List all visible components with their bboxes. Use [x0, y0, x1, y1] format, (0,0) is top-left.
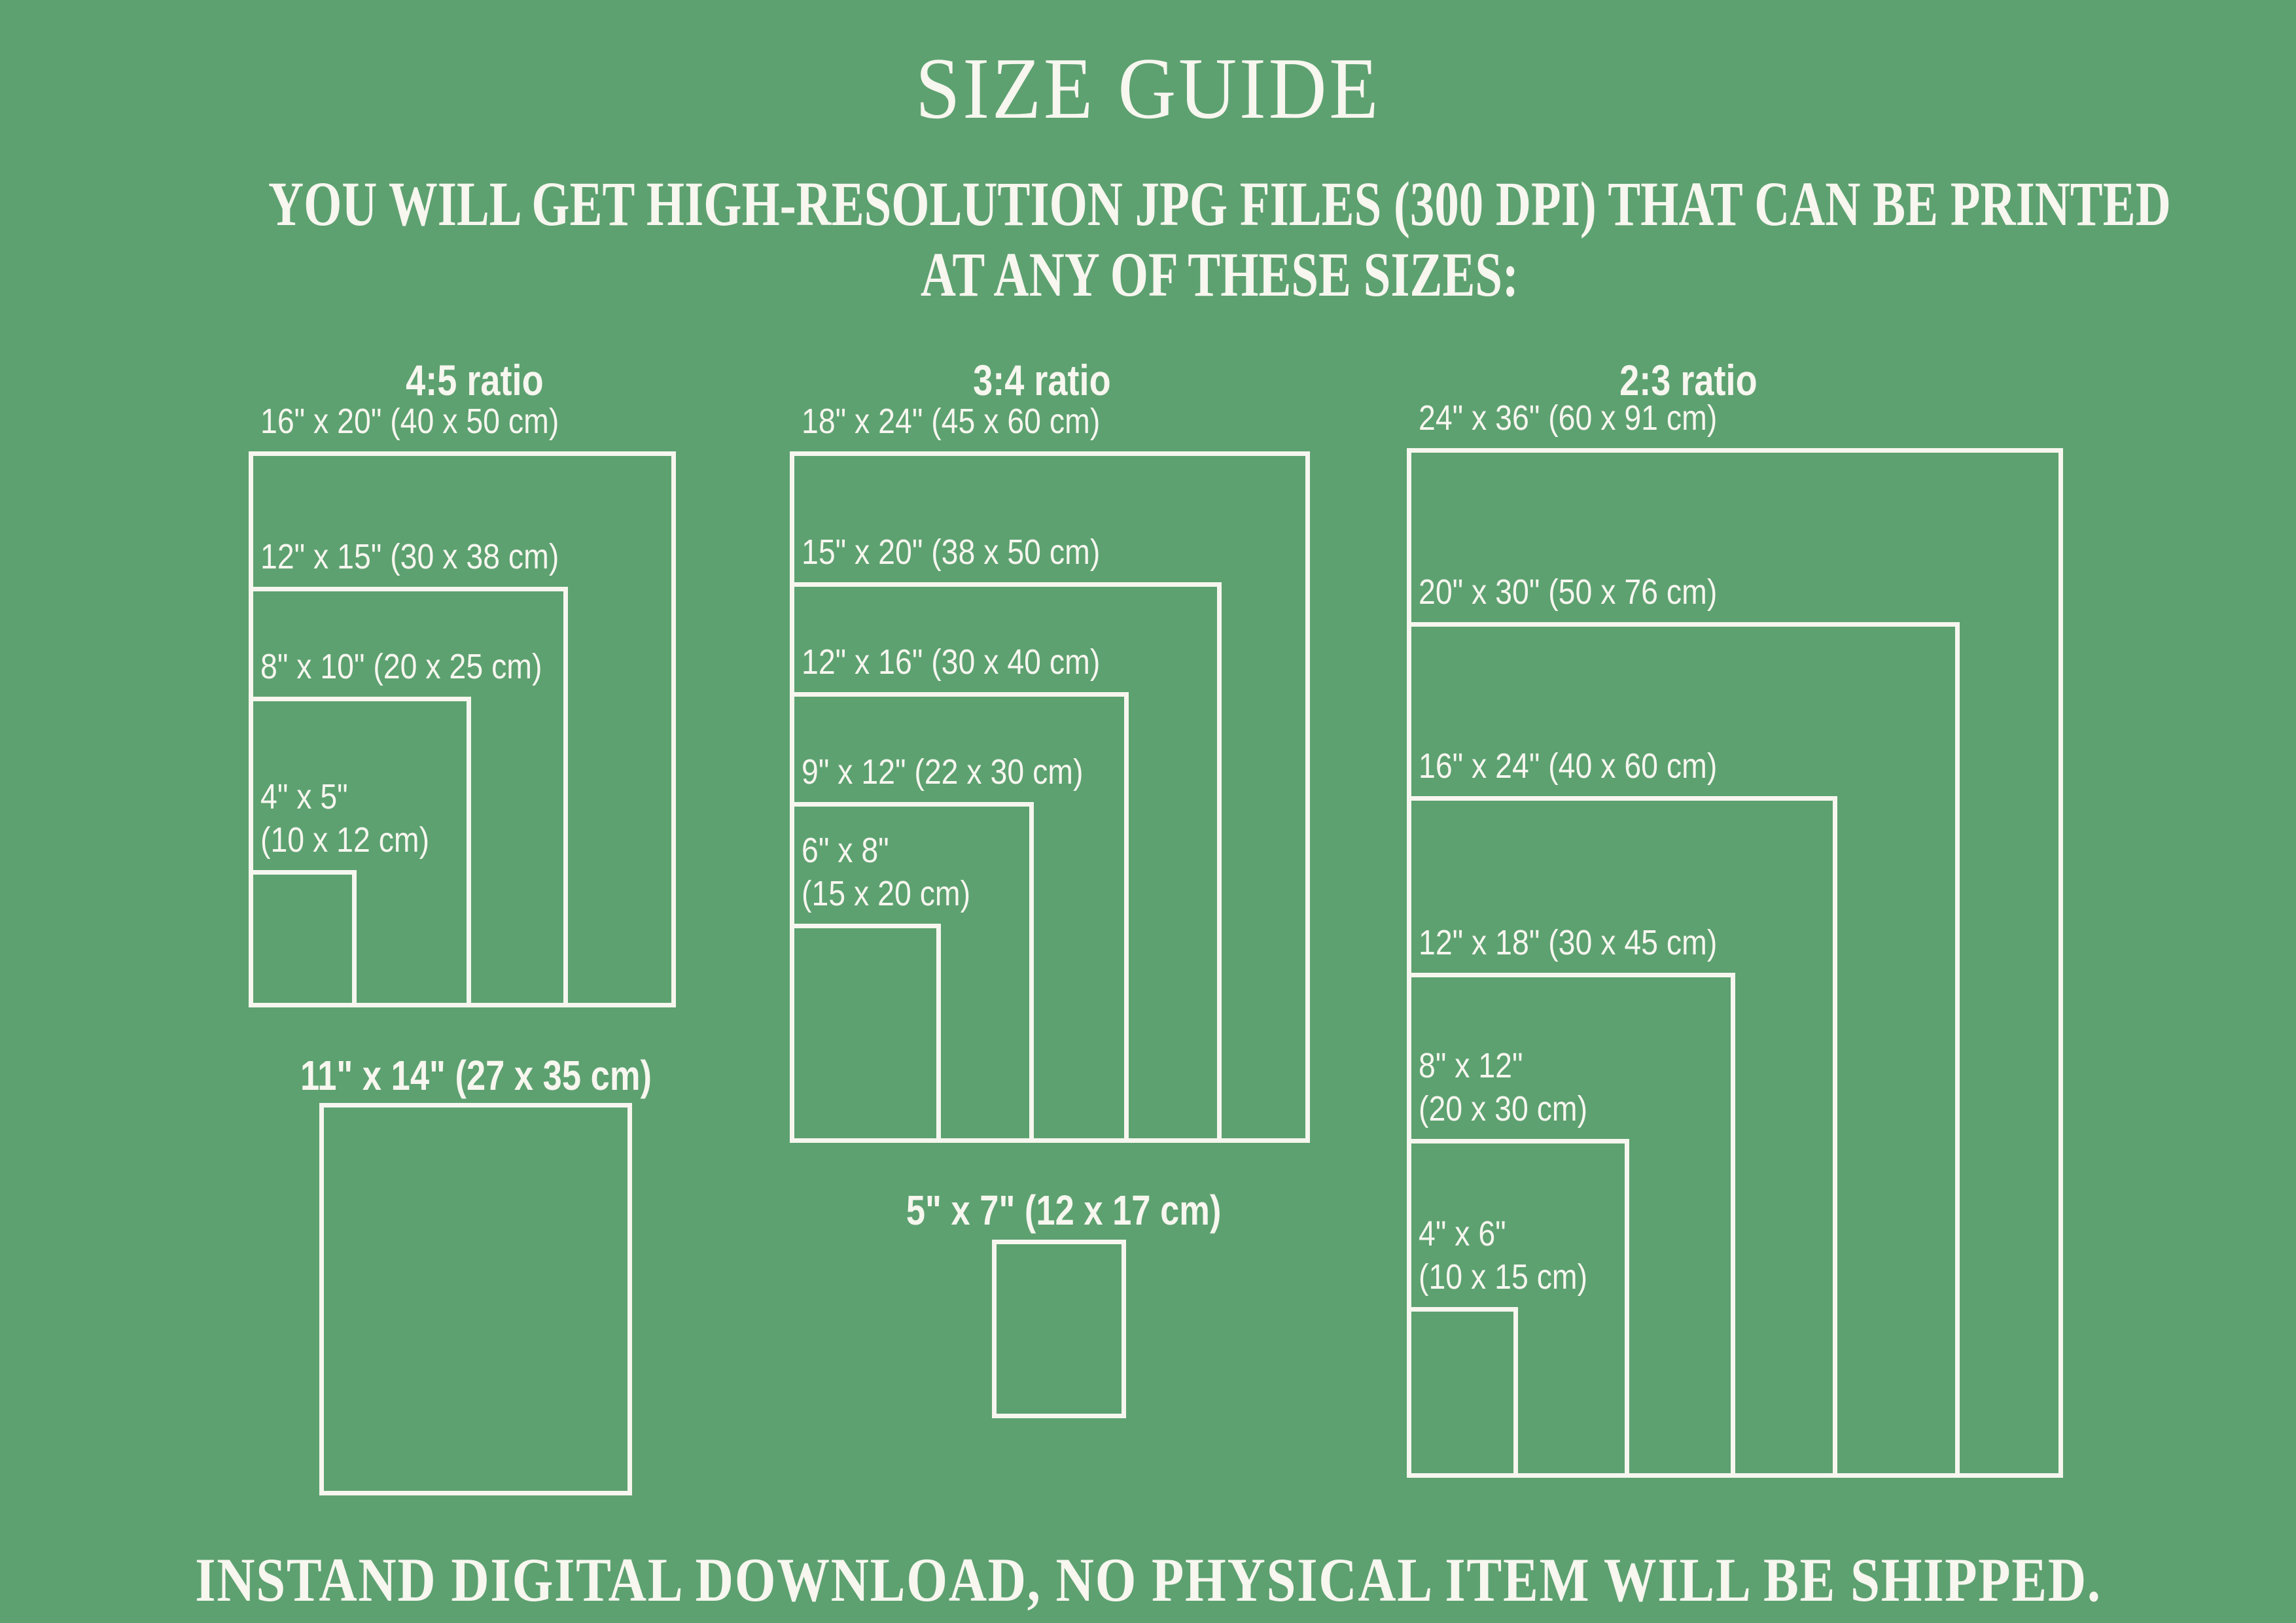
- size-label-4x5: 4" x 5" (10 x 12 cm): [260, 777, 430, 860]
- size-heading-11x14: 11" x 14" (27 x 35 cm): [300, 1052, 652, 1099]
- size-rect-11x14: [319, 1103, 632, 1495]
- subtitle-line-1: YOU WILL GET HIGH-RESOLUTION JPG FILES (…: [268, 169, 2171, 239]
- footer-note: INSTAND DIGITAL DOWNLOAD, NO PHYSICAL IT…: [0, 1549, 2296, 1611]
- page-title: SIZE GUIDE: [0, 44, 2296, 132]
- size-label-12x18: 12" x 18" (30 x 45 cm): [1419, 923, 1718, 963]
- size-rect-6x8: [790, 924, 941, 1143]
- size-label-12x15: 12" x 15" (30 x 38 cm): [260, 537, 559, 577]
- size-heading-5x7: 5" x 7" (12 x 17 cm): [906, 1187, 1222, 1234]
- footer-note-text: INSTAND DIGITAL DOWNLOAD, NO PHYSICAL IT…: [194, 1545, 2102, 1614]
- size-label-6x8: 6" x 8" (15 x 20 cm): [802, 831, 971, 914]
- size-rect-5x7: [992, 1240, 1126, 1418]
- subtitle-line-2: AT ANY OF THESE SIZES:: [920, 239, 1519, 310]
- ratio-heading-2-3: 2:3 ratio: [1619, 356, 1757, 404]
- page-title-text: SIZE GUIDE: [915, 40, 1381, 137]
- size-rect-4x5: [249, 870, 357, 1007]
- size-label-9x12: 9" x 12" (22 x 30 cm): [802, 752, 1084, 792]
- size-label-12x16: 12" x 16" (30 x 40 cm): [802, 642, 1101, 682]
- size-rect-4x6: [1407, 1307, 1518, 1478]
- size-label-15x20: 15" x 20" (38 x 50 cm): [802, 532, 1101, 572]
- ratio-heading-3-4: 3:4 ratio: [972, 356, 1111, 404]
- size-label-4x6: 4" x 6" (10 x 15 cm): [1419, 1214, 1588, 1297]
- size-label-18x24: 18" x 24" (45 x 60 cm): [802, 402, 1101, 442]
- ratio-heading-4-5: 4:5 ratio: [405, 356, 544, 404]
- size-label-8x10: 8" x 10" (20 x 25 cm): [260, 647, 542, 687]
- size-label-16x20: 16" x 20" (40 x 50 cm): [260, 402, 559, 442]
- size-label-24x36: 24" x 36" (60 x 91 cm): [1419, 398, 1718, 438]
- size-rect-8x10: [249, 697, 471, 1007]
- subtitle: YOU WILL GET HIGH-RESOLUTION JPG FILES (…: [0, 169, 2296, 311]
- size-label-8x12: 8" x 12" (20 x 30 cm): [1419, 1046, 1588, 1129]
- size-label-16x24: 16" x 24" (40 x 60 cm): [1419, 746, 1718, 786]
- size-label-20x30: 20" x 30" (50 x 76 cm): [1419, 572, 1718, 612]
